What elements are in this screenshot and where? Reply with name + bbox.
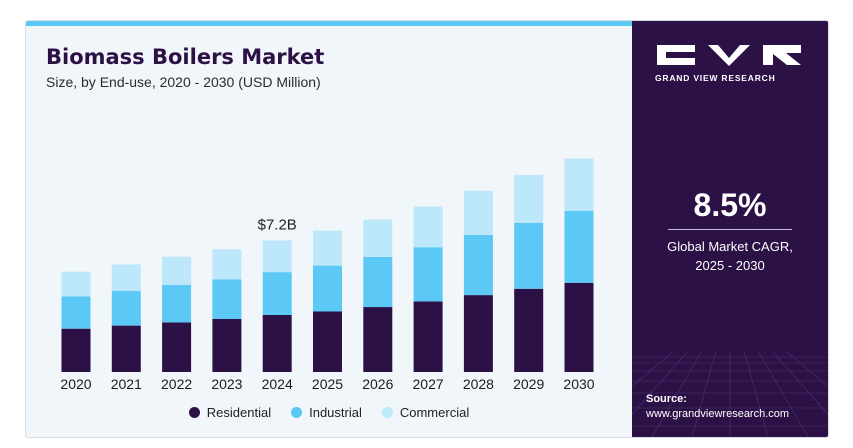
bar-commercial-2030 xyxy=(564,158,594,211)
legend-item-residential: Residential xyxy=(188,405,272,420)
legend-swatch-industrial xyxy=(291,407,303,418)
bar-residential-2027 xyxy=(413,301,443,372)
bar-residential-2022 xyxy=(162,322,192,372)
total-annotation: $7.2B xyxy=(258,216,297,233)
x-tick-label-2025: 2025 xyxy=(312,376,343,392)
chart-legend: Residential Industrial Commercial xyxy=(26,405,632,420)
bar-industrial-2024 xyxy=(262,272,292,315)
decorative-grid-floor xyxy=(632,351,828,437)
bar-residential-2028 xyxy=(463,295,493,372)
x-tick-label-2030: 2030 xyxy=(563,376,594,392)
legend-swatch-residential xyxy=(188,407,200,418)
bar-industrial-2023 xyxy=(212,279,242,319)
bar-commercial-2020 xyxy=(61,271,91,297)
legend-item-industrial: Industrial xyxy=(291,405,362,420)
bar-industrial-2027 xyxy=(413,247,443,302)
chart-title: Biomass Boilers Market xyxy=(46,45,325,69)
bar-commercial-2029 xyxy=(514,174,544,223)
bar-industrial-2029 xyxy=(514,223,544,289)
chart-card: Biomass Boilers Market Size, by End-use,… xyxy=(25,20,829,438)
chart-panel: Biomass Boilers Market Size, by End-use,… xyxy=(26,21,632,437)
bar-commercial-2022 xyxy=(162,256,192,285)
bar-industrial-2021 xyxy=(111,291,141,326)
accent-bar xyxy=(26,21,632,26)
legend-label-residential: Residential xyxy=(206,405,272,420)
bar-industrial-2026 xyxy=(363,256,393,308)
bar-residential-2020 xyxy=(61,328,91,372)
bar-commercial-2027 xyxy=(413,206,443,248)
bar-residential-2030 xyxy=(564,282,594,372)
x-tick-label-2026: 2026 xyxy=(362,376,393,392)
cagr-label-line1: Global Market CAGR, xyxy=(667,239,793,254)
bar-commercial-2028 xyxy=(463,190,493,235)
bar-residential-2026 xyxy=(363,307,393,372)
legend-item-commercial: Commercial xyxy=(381,405,470,420)
legend-label-commercial: Commercial xyxy=(399,405,470,420)
cagr-label: Global Market CAGR, 2025 - 2030 xyxy=(632,237,828,275)
bar-industrial-2030 xyxy=(564,211,594,283)
legend-label-industrial: Industrial xyxy=(309,405,362,420)
bar-industrial-2028 xyxy=(463,234,493,296)
bar-industrial-2025 xyxy=(313,265,342,312)
bar-commercial-2026 xyxy=(363,219,393,257)
source-label: Source: xyxy=(646,393,687,405)
chart-subtitle: Size, by End-use, 2020 - 2030 (USD Milli… xyxy=(46,74,321,90)
grand-view-research-logo: GRAND VIEW RESEARCH xyxy=(655,43,805,83)
cagr-label-line2: 2025 - 2030 xyxy=(695,258,765,273)
bar-residential-2023 xyxy=(212,318,242,372)
bar-commercial-2023 xyxy=(212,249,242,280)
bar-commercial-2025 xyxy=(313,230,342,266)
source-url: www.grandviewresearch.com xyxy=(646,408,790,420)
x-tick-label-2022: 2022 xyxy=(161,376,192,392)
bar-residential-2025 xyxy=(313,311,342,372)
bar-industrial-2020 xyxy=(61,296,91,329)
x-tick-label-2020: 2020 xyxy=(60,376,91,392)
x-tick-label-2027: 2027 xyxy=(413,376,444,392)
x-tick-label-2021: 2021 xyxy=(111,376,142,392)
info-panel: GRAND VIEW RESEARCH 8.5% Global Market C… xyxy=(632,21,828,437)
logo-text: GRAND VIEW RESEARCH xyxy=(655,73,776,83)
stacked-bar-chart: 2020 2021 2022 2023 2024 2025 2026 2027 2028 2029… xyxy=(60,158,595,392)
bar-residential-2029 xyxy=(514,288,544,372)
cagr-value: 8.5% xyxy=(693,187,767,223)
bar-commercial-2024 xyxy=(262,240,292,273)
x-tick-label-2024: 2024 xyxy=(262,376,293,392)
x-tick-label-2029: 2029 xyxy=(513,376,544,392)
bar-industrial-2022 xyxy=(162,285,192,323)
x-tick-label-2028: 2028 xyxy=(463,376,494,392)
legend-swatch-commercial xyxy=(381,407,393,418)
divider xyxy=(668,229,792,230)
bar-residential-2021 xyxy=(111,325,141,372)
bar-commercial-2021 xyxy=(111,264,141,291)
x-tick-label-2023: 2023 xyxy=(211,376,242,392)
bar-residential-2024 xyxy=(262,315,292,372)
